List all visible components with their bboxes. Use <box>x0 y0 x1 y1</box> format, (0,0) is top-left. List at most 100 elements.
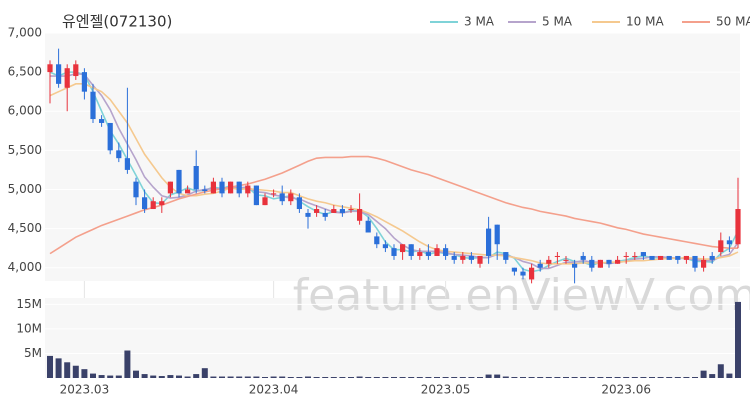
legend-label: 10 MA <box>626 15 664 29</box>
volume-bar <box>477 377 483 378</box>
volume-bar <box>262 377 268 378</box>
volume-bar <box>485 374 492 378</box>
volume-bar <box>124 350 131 378</box>
y-tick-label: 5,500 <box>8 143 42 157</box>
y-tick-label: 10M <box>16 321 42 335</box>
volume-bar <box>416 377 423 378</box>
volume-bar <box>382 377 389 378</box>
candle-body <box>606 259 612 264</box>
volume-bar <box>640 377 647 378</box>
volume-bar <box>674 377 681 378</box>
candle-body <box>236 181 242 194</box>
candle-body <box>580 255 586 260</box>
candle-body <box>468 255 474 260</box>
candle-body <box>615 259 621 264</box>
volume-bar <box>98 375 105 378</box>
y-tick-label: 15M <box>16 297 42 311</box>
candle-body <box>219 181 225 194</box>
candle-body <box>726 240 732 245</box>
candle-body <box>348 209 354 211</box>
candle-body <box>90 91 96 120</box>
candle-body <box>124 158 130 170</box>
ma-line <box>49 155 738 255</box>
candle-body <box>451 255 457 260</box>
volume-bar <box>219 376 225 378</box>
volume-bar <box>356 376 363 378</box>
candle-body <box>193 165 199 190</box>
volume-bar <box>47 355 53 378</box>
candle-body <box>167 181 173 194</box>
candle-body <box>400 244 406 253</box>
volume-bar <box>313 377 320 378</box>
volume-bar <box>81 369 88 378</box>
candle-body <box>529 267 535 280</box>
candle-body <box>666 255 672 260</box>
volume-bar <box>425 377 432 378</box>
volume-bar <box>270 376 277 378</box>
volume-bar <box>115 375 122 378</box>
volume-bar <box>55 358 62 378</box>
candle-body <box>494 224 500 245</box>
volume-bar <box>623 377 630 378</box>
volume-bar <box>167 375 174 378</box>
volume-bar <box>451 377 458 378</box>
volume-bar <box>72 365 79 378</box>
candle-body <box>322 212 328 217</box>
candle-body <box>503 252 509 260</box>
candle-body <box>245 185 251 194</box>
candle-body <box>546 259 552 264</box>
volume-bar <box>279 376 286 378</box>
candle-body <box>417 252 423 256</box>
volume-bar <box>597 377 604 378</box>
candle-body <box>185 189 191 194</box>
candle-body <box>374 236 380 245</box>
candle-body <box>623 255 629 257</box>
candle-body <box>382 244 388 249</box>
volume-bar <box>717 364 724 378</box>
candle-body <box>107 122 113 151</box>
x-tick-label: 2023.03 <box>60 383 110 397</box>
ma-line <box>49 83 739 265</box>
volume-bar <box>683 377 690 378</box>
y-tick-label: 4,500 <box>8 221 42 235</box>
chart-title: 유엔젤(072130) <box>62 13 172 31</box>
candle-body <box>572 263 578 268</box>
candle-body <box>692 255 698 268</box>
candle-body <box>202 189 208 192</box>
candle-body <box>288 193 294 202</box>
volume-bar <box>537 377 544 378</box>
candle-body <box>477 255 483 264</box>
volume-bar <box>296 377 303 378</box>
volume-bar <box>709 374 716 378</box>
legend-label: 3 MA <box>464 15 495 29</box>
candle-body <box>116 150 122 159</box>
candle-body <box>81 72 87 92</box>
candle-body <box>520 271 526 276</box>
volume-bar <box>201 368 208 378</box>
volume-bar <box>90 373 96 378</box>
volume-bar <box>133 370 139 378</box>
y-tick-label: 6,000 <box>8 104 42 118</box>
y-tick-label: 5M <box>24 346 42 360</box>
volume-bar <box>520 377 526 378</box>
candle-body <box>305 212 311 217</box>
volume-bar <box>563 377 569 378</box>
candle-body <box>64 68 70 88</box>
volume-bar <box>210 376 217 378</box>
volume-bar <box>528 377 535 378</box>
candle-body <box>357 209 363 221</box>
candle-body <box>331 209 337 213</box>
volume-bar <box>227 376 234 378</box>
volume-bar <box>158 376 165 378</box>
volume-bar <box>692 377 698 378</box>
volume-bar <box>554 377 561 378</box>
candle-body <box>228 181 234 194</box>
volume-bar <box>511 377 518 378</box>
candle-body <box>262 197 268 206</box>
legend-label: 5 MA <box>542 15 573 29</box>
y-tick-label: 6,500 <box>8 65 42 79</box>
volume-bar <box>365 377 372 378</box>
candle-body <box>47 64 53 73</box>
candle-body <box>210 181 216 194</box>
candle-body <box>408 244 414 256</box>
